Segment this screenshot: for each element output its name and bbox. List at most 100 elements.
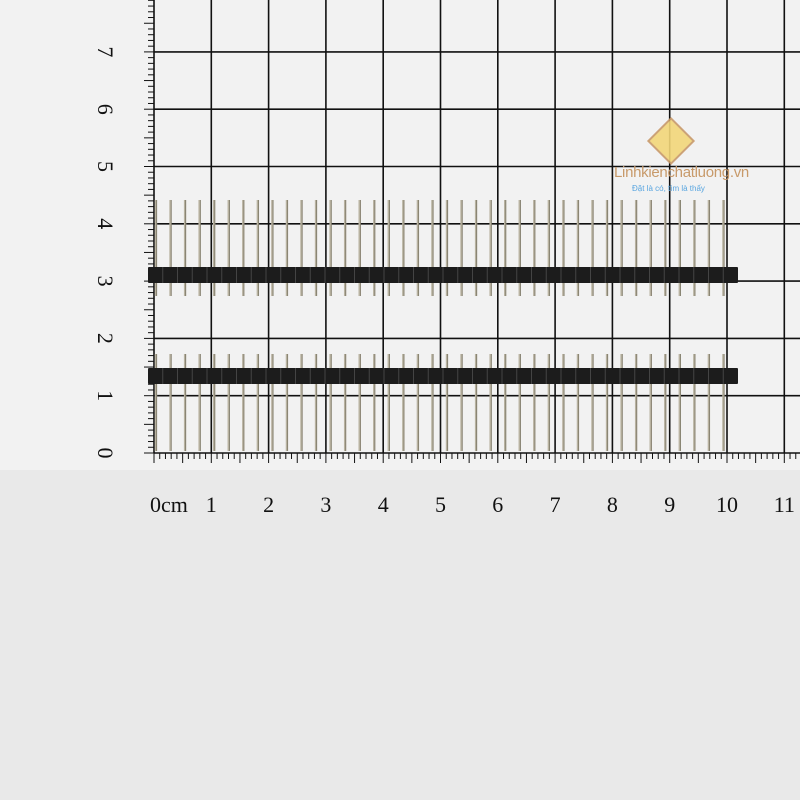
pin (562, 200, 565, 296)
pin (591, 354, 594, 451)
pin (678, 200, 681, 296)
pin (547, 354, 551, 451)
pin (576, 354, 580, 451)
pin (693, 200, 696, 296)
pin (416, 200, 420, 296)
pin (198, 200, 201, 296)
x-axis-label: 2 (263, 492, 274, 517)
pin (285, 354, 289, 451)
y-axis-label: 7 (93, 46, 118, 57)
pin (213, 354, 216, 451)
pin (154, 200, 158, 296)
pin (693, 354, 696, 451)
x-axis-label: 3 (320, 492, 331, 517)
pin (518, 200, 521, 296)
pin (242, 354, 245, 451)
pin (213, 200, 216, 296)
grid-paper (0, 0, 800, 470)
y-axis-label: 6 (93, 104, 118, 115)
pin (314, 354, 318, 451)
pin (445, 354, 449, 451)
y-axis-label: 5 (93, 161, 118, 172)
pin (271, 200, 274, 296)
pin (227, 354, 230, 451)
pin (664, 354, 667, 451)
pin (314, 200, 318, 296)
pin (634, 200, 638, 296)
pin (169, 354, 172, 451)
pin (620, 354, 623, 451)
pin (722, 200, 725, 296)
y-axis-label: 3 (93, 276, 118, 287)
pin (474, 354, 478, 451)
pin (416, 354, 420, 451)
pin (169, 200, 172, 296)
pin (358, 354, 361, 451)
watermark-logo-icon (646, 116, 696, 166)
pin (547, 200, 551, 296)
pin (227, 200, 230, 296)
y-axis-label: 4 (93, 218, 118, 229)
pin (387, 200, 390, 296)
pin (431, 354, 434, 451)
x-axis-label: 0cm (150, 492, 188, 517)
x-axis-label: 1 (206, 492, 217, 517)
pin (198, 354, 201, 451)
pin (431, 200, 434, 296)
pin (533, 200, 536, 296)
pin (518, 354, 521, 451)
pin (300, 354, 303, 451)
pin (649, 200, 652, 296)
watermark-slogan: Đặt là có, tìm là thấy (632, 184, 705, 193)
pin (402, 354, 405, 451)
x-axis-label: 7 (550, 492, 561, 517)
pin (664, 200, 667, 296)
pin (722, 354, 725, 451)
x-axis-label: 6 (492, 492, 503, 517)
pin (474, 200, 478, 296)
pin (256, 354, 260, 451)
pin (460, 200, 463, 296)
pin (634, 354, 638, 451)
y-axis-label: 1 (93, 390, 118, 401)
x-axis-label: 4 (378, 492, 389, 517)
pin (533, 354, 536, 451)
pin (373, 200, 376, 296)
pin (300, 200, 303, 296)
pin (154, 354, 158, 451)
pin (707, 354, 711, 451)
x-axis-label: 10 (716, 492, 738, 517)
x-axis-label: 11 (774, 492, 795, 517)
pin (649, 354, 652, 451)
pin (183, 354, 187, 451)
pin (242, 200, 245, 296)
y-axis-label: 2 (93, 333, 118, 344)
pin (329, 354, 332, 451)
pin (343, 200, 347, 296)
pin (620, 200, 623, 296)
pin (591, 200, 594, 296)
pin (285, 200, 289, 296)
pin (402, 200, 405, 296)
pin (605, 200, 609, 296)
watermark-brand: Linhkienchatluong.vn (614, 164, 749, 181)
pin (183, 200, 187, 296)
pin (562, 354, 565, 451)
pin (489, 200, 492, 296)
y-axis-label: 0 (93, 448, 118, 459)
x-axis-label: 8 (607, 492, 618, 517)
pin (387, 354, 390, 451)
pin (373, 354, 376, 451)
pin (460, 354, 463, 451)
pin (707, 200, 711, 296)
x-axis-label: 9 (664, 492, 675, 517)
pin (504, 200, 507, 296)
pin (271, 354, 274, 451)
pin (504, 354, 507, 451)
pin (605, 354, 609, 451)
pin (256, 200, 260, 296)
pin (576, 200, 580, 296)
pin (489, 354, 492, 451)
pin (329, 200, 332, 296)
